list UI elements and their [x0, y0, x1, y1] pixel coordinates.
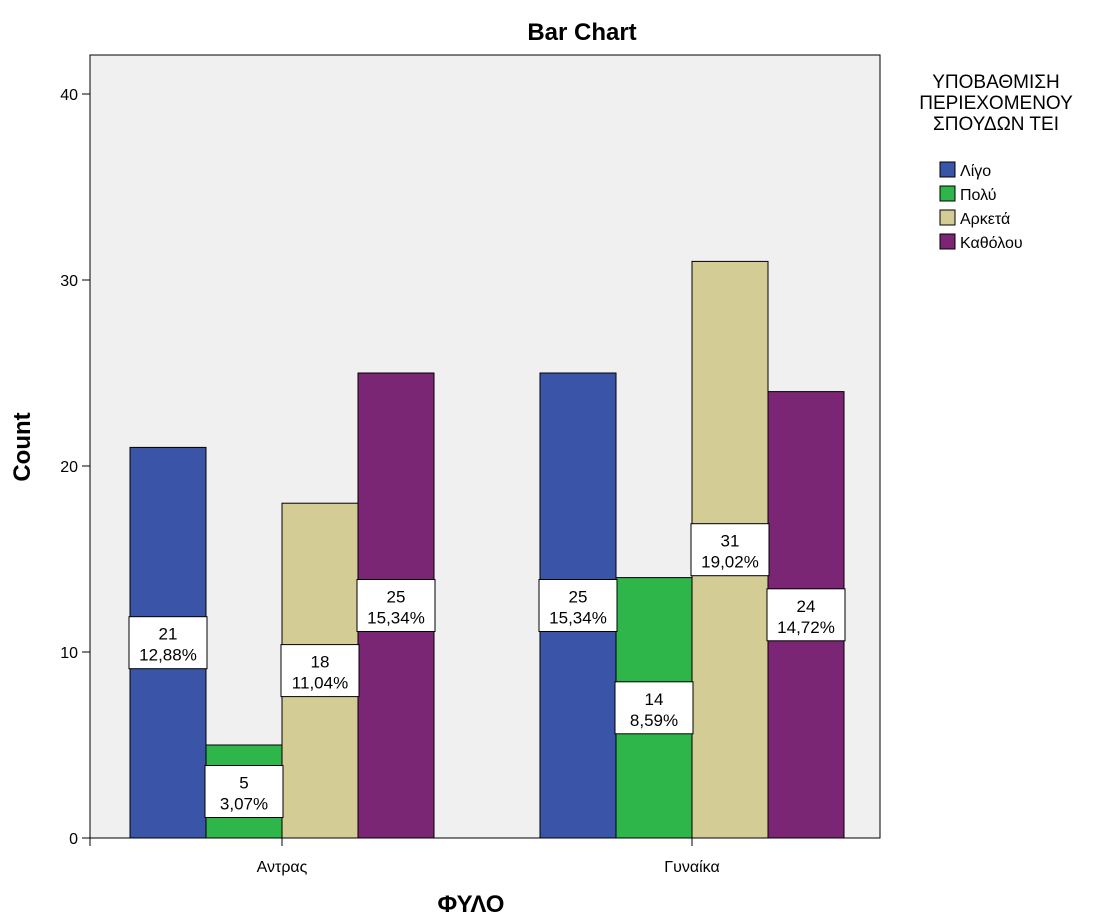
- data-label-percent: 12,88%: [139, 646, 197, 665]
- y-tick-label: 40: [60, 87, 78, 104]
- data-label-count: 18: [311, 653, 330, 672]
- data-label-count: 14: [645, 690, 664, 709]
- x-axis-title: ΦΥΛΟ: [438, 891, 505, 918]
- data-label-box: [690, 523, 770, 577]
- data-label-box: [204, 765, 284, 818]
- y-tick-label: 30: [60, 273, 78, 290]
- data-label-percent: 11,04%: [292, 674, 348, 693]
- data-label-box: [128, 616, 208, 670]
- data-label-percent: 15,34%: [549, 609, 607, 628]
- data-label-box: [614, 681, 694, 735]
- data-label-box: [538, 579, 618, 632]
- legend-title-line: ΣΠΟΥΔΩΝ ΤΕΙ: [933, 114, 1059, 135]
- legend-swatch: [939, 233, 956, 250]
- data-label-percent: 3,07%: [220, 795, 268, 814]
- legend-title-line: ΥΠΟΒΑΘΜΙΣΗ: [932, 72, 1059, 93]
- legend-label: Αρκετά: [960, 211, 1010, 228]
- y-axis: 0 10 20 30 40: [60, 87, 90, 848]
- y-tick-label: 20: [60, 459, 78, 476]
- legend-label: Πολύ: [960, 187, 997, 204]
- legend-swatch: [939, 185, 956, 202]
- data-label-percent: 19,02%: [701, 553, 759, 572]
- data-label-percent: 8,59%: [630, 711, 678, 730]
- x-axis: Αντρας Γυναίκα: [89, 838, 720, 876]
- legend-swatch: [939, 161, 956, 178]
- data-labels-group: 21 12,88% 5 3,07% 18 11,04% 25 15,34% 25 15,34% 14…: [128, 523, 846, 818]
- data-label-box: [356, 579, 436, 632]
- y-axis-title: Count: [9, 412, 36, 481]
- legend-label: Λίγο: [960, 163, 991, 180]
- data-label-percent: 15,34%: [367, 609, 425, 628]
- data-label-count: 21: [159, 625, 178, 644]
- data-label-count: 25: [387, 588, 406, 607]
- data-label-count: 25: [569, 588, 588, 607]
- data-label-percent: 14,72%: [777, 618, 835, 637]
- y-tick-label: 0: [69, 831, 78, 848]
- data-label-box: [766, 588, 846, 642]
- legend-swatch: [939, 209, 956, 226]
- data-label-count: 31: [721, 532, 740, 551]
- data-label-count: 5: [239, 774, 248, 793]
- chart-title: Bar Chart: [527, 19, 636, 46]
- y-tick-label: 10: [60, 645, 78, 662]
- data-label-box: [280, 644, 360, 698]
- x-tick-label: Γυναίκα: [664, 859, 719, 876]
- legend-title-line: ΠΕΡΙΕΧΟΜΕΝΟΥ: [919, 93, 1073, 114]
- x-tick-label: Αντρας: [257, 859, 308, 876]
- legend-label: Καθόλου: [960, 235, 1023, 252]
- data-label-count: 24: [797, 597, 816, 616]
